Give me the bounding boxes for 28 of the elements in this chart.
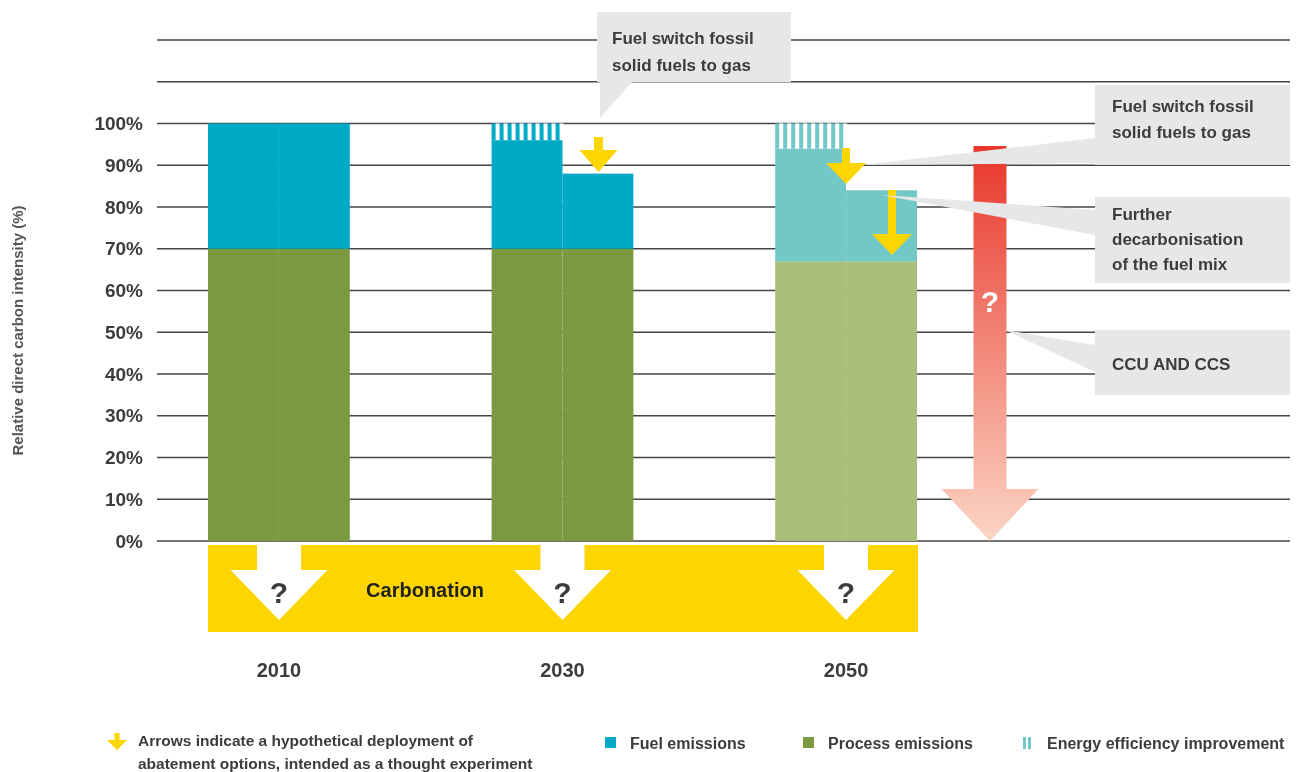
y-tick-label: 90% — [104, 154, 144, 176]
legend-label: Fuel emissions — [630, 734, 746, 752]
x-tick-label: 2050 — [823, 659, 869, 681]
annotation: Fuel switch fossil solid fuels to gas — [612, 29, 754, 75]
y-tick-label: 80% — [104, 196, 144, 218]
y-axis-title: Relative direct carbon intensity (%) — [9, 205, 26, 456]
y-tick-label: 60% — [104, 280, 144, 302]
text: Further decarbonisation of the fuel mix — [1112, 205, 1244, 274]
text: Fuel switch fossil solid fuels to gas — [1112, 97, 1254, 142]
y-tick-label: 40% — [104, 363, 144, 385]
x-tick-label: 2010 — [256, 659, 302, 681]
text: ? — [269, 576, 289, 609]
text: ? — [980, 285, 1000, 318]
text: Carbonation — [366, 579, 484, 601]
legend-label: Energy efficiency improvement — [1047, 734, 1286, 752]
legend-label: Process emissions — [828, 734, 974, 752]
y-tick-label: 20% — [104, 447, 144, 469]
text: Arrows indicate a hypothetical deployment of abatement options, intended as a thought experiment — [138, 732, 533, 772]
y-tick-label: 0% — [115, 530, 144, 552]
text: CCU AND CCS — [1112, 355, 1231, 374]
y-tick-label: 10% — [104, 488, 144, 510]
y-tick-label: 70% — [104, 238, 144, 260]
y-tick-label: 30% — [104, 405, 144, 427]
y-tick-label: 50% — [104, 321, 144, 343]
x-tick-label: 2030 — [540, 659, 585, 681]
text: ? — [836, 576, 856, 609]
y-tick-label: 100% — [94, 113, 144, 135]
text: ? — [553, 576, 572, 609]
